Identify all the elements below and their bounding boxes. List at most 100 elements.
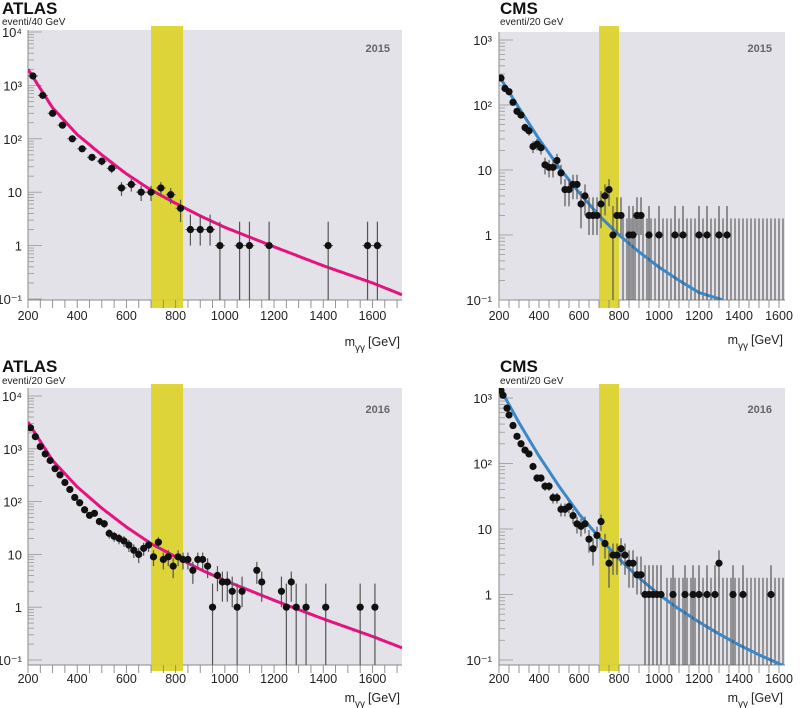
plot-area bbox=[28, 30, 402, 300]
data-point bbox=[71, 493, 79, 502]
data-point bbox=[28, 424, 35, 432]
x-tick-label: 800 bbox=[165, 309, 186, 323]
data-point bbox=[66, 485, 74, 494]
data-point bbox=[601, 539, 609, 548]
data-point bbox=[120, 537, 128, 545]
y-tick-label: 10 bbox=[8, 185, 22, 200]
data-point bbox=[695, 590, 703, 599]
data-point bbox=[322, 603, 330, 611]
data-point bbox=[356, 603, 364, 611]
data-point bbox=[517, 440, 525, 448]
data-point bbox=[689, 590, 697, 599]
x-tick-label: 1000 bbox=[645, 309, 673, 323]
x-axis-label-subscript: γγ bbox=[355, 343, 365, 354]
data-layer bbox=[499, 388, 785, 665]
data-point bbox=[621, 551, 629, 559]
x-tick-label: 600 bbox=[116, 672, 137, 686]
x-tick-label: 1000 bbox=[211, 672, 239, 686]
data-point bbox=[130, 546, 138, 554]
y-tick-label: 10 bbox=[478, 522, 492, 537]
x-tick-label: 1400 bbox=[725, 309, 753, 323]
x-tick-label: 1600 bbox=[359, 309, 387, 323]
x-tick-label: 1200 bbox=[260, 309, 288, 323]
x-axis-label-unit: [GeV] bbox=[368, 691, 400, 705]
chart-panel-atlas-2015: 10⁻¹ 1 10 10² 10³ 10⁴ 200 400 600 800 1000 1200 1400… bbox=[0, 0, 402, 354]
year-label: 2016 bbox=[366, 404, 390, 416]
data-point bbox=[537, 474, 545, 482]
data-layer bbox=[28, 68, 402, 300]
x-tick-label: 200 bbox=[18, 672, 39, 686]
signal-band bbox=[599, 26, 619, 308]
data-point bbox=[581, 192, 589, 200]
data-point bbox=[597, 517, 605, 526]
data-point bbox=[637, 571, 645, 579]
data-point bbox=[117, 184, 126, 192]
y-tick-label: 10⁻¹ bbox=[0, 292, 23, 307]
data-point bbox=[605, 185, 613, 194]
data-point bbox=[302, 603, 310, 611]
data-point bbox=[549, 163, 557, 171]
data-point bbox=[147, 188, 155, 196]
x-tick-label: 600 bbox=[569, 309, 590, 323]
data-point bbox=[525, 450, 533, 458]
data-point bbox=[265, 242, 273, 250]
data-point bbox=[36, 443, 44, 451]
y-tick-label: 10² bbox=[473, 98, 492, 113]
x-tick-label: 1000 bbox=[645, 672, 673, 686]
x-tick-label: 400 bbox=[67, 672, 88, 686]
data-point bbox=[553, 156, 561, 165]
year-label: 2016 bbox=[748, 404, 772, 416]
data-point bbox=[258, 578, 266, 586]
data-point bbox=[597, 200, 605, 208]
x-axis-label-unit: [GeV] bbox=[751, 333, 783, 347]
y-tick-label: 10² bbox=[3, 495, 22, 510]
data-point bbox=[499, 74, 505, 82]
x-tick-label: 200 bbox=[489, 672, 510, 686]
y-tick-label: 10³ bbox=[3, 442, 22, 457]
data-point bbox=[585, 535, 593, 543]
data-point bbox=[679, 231, 687, 239]
data-point bbox=[208, 603, 217, 611]
data-point bbox=[41, 450, 49, 458]
data-point bbox=[31, 433, 39, 441]
chart-panel-cms-2016: 10⁻¹ 1 10 10² 10³ 200 400 600 800 1000 1200 1400 160… bbox=[466, 357, 793, 708]
data-point bbox=[100, 520, 108, 528]
x-axis-label: mγγ [GeV] bbox=[345, 691, 400, 708]
y-tick-label: 1 bbox=[485, 588, 492, 603]
data-point bbox=[637, 211, 645, 220]
data-point bbox=[324, 242, 332, 250]
x-tick-label: 200 bbox=[18, 309, 39, 323]
data-point bbox=[176, 204, 185, 212]
x-axis-label: mγγ [GeV] bbox=[728, 333, 783, 352]
data-point bbox=[581, 520, 589, 528]
data-point bbox=[277, 587, 286, 595]
x-tick-label: 400 bbox=[529, 309, 550, 323]
data-point bbox=[505, 411, 513, 419]
fit-curve bbox=[28, 68, 402, 297]
chart-subtitle: eventi/20 GeV bbox=[500, 376, 564, 387]
data-point bbox=[729, 590, 737, 599]
data-point bbox=[589, 545, 597, 553]
data-point bbox=[233, 603, 241, 611]
data-point bbox=[108, 164, 116, 172]
data-point bbox=[135, 550, 143, 559]
data-point bbox=[703, 231, 711, 239]
y-tick-label: 10² bbox=[473, 457, 492, 472]
chart-title: CMS bbox=[500, 357, 538, 376]
x-tick-label: 1600 bbox=[765, 309, 793, 323]
data-point bbox=[565, 502, 573, 511]
data-point bbox=[525, 127, 533, 135]
signal-band bbox=[599, 384, 619, 671]
data-point bbox=[68, 135, 76, 143]
data-point bbox=[144, 541, 153, 549]
x-tick-label: 600 bbox=[569, 672, 590, 686]
y-tick-label: 10 bbox=[8, 547, 22, 562]
y-tick-label: 10⁻¹ bbox=[466, 653, 492, 668]
data-point bbox=[715, 559, 723, 567]
data-point bbox=[90, 509, 99, 517]
x-axis-label: mγγ [GeV] bbox=[728, 691, 783, 708]
x-tick-label: 1600 bbox=[359, 672, 387, 686]
data-point bbox=[88, 153, 96, 161]
x-tick-label: 1200 bbox=[685, 672, 713, 686]
data-point bbox=[529, 462, 537, 471]
